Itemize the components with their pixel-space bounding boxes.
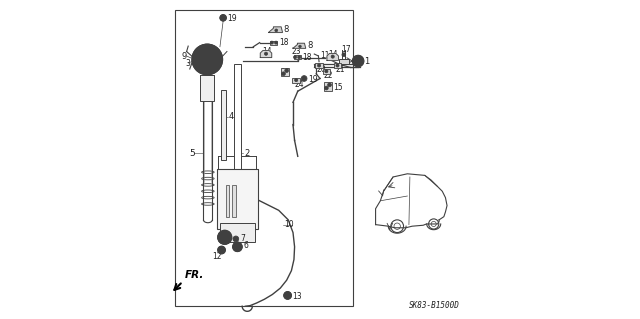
Circle shape	[218, 230, 232, 244]
Text: 1: 1	[364, 56, 370, 65]
Circle shape	[221, 234, 228, 241]
Circle shape	[353, 55, 364, 67]
Circle shape	[275, 41, 278, 44]
Text: 4: 4	[229, 112, 234, 121]
Text: 17: 17	[341, 45, 351, 55]
Text: 13: 13	[292, 292, 301, 300]
Circle shape	[342, 53, 346, 56]
Bar	[294, 55, 301, 59]
Polygon shape	[293, 43, 306, 48]
Text: 6: 6	[243, 241, 248, 250]
Circle shape	[328, 83, 332, 87]
Text: 22: 22	[323, 71, 333, 80]
Bar	[323, 69, 330, 74]
Text: 14: 14	[328, 50, 337, 59]
Text: 9: 9	[182, 52, 187, 61]
Circle shape	[233, 236, 239, 242]
Bar	[175, 10, 353, 306]
Bar	[226, 185, 230, 217]
Circle shape	[324, 86, 328, 90]
Bar	[220, 223, 255, 242]
Circle shape	[294, 78, 298, 82]
Text: 24: 24	[294, 80, 304, 89]
Circle shape	[294, 56, 296, 59]
Text: 12: 12	[212, 252, 222, 261]
Circle shape	[284, 292, 291, 299]
Text: 20: 20	[316, 65, 326, 74]
Text: 3: 3	[185, 59, 190, 68]
Circle shape	[233, 242, 242, 252]
Text: 19: 19	[308, 75, 317, 84]
Bar	[292, 78, 300, 83]
Text: 16: 16	[280, 68, 290, 77]
Bar	[232, 185, 236, 217]
Bar	[281, 68, 289, 76]
Circle shape	[282, 72, 285, 76]
Bar	[217, 169, 258, 229]
Circle shape	[324, 70, 328, 73]
Circle shape	[317, 64, 321, 67]
Circle shape	[264, 52, 268, 55]
Text: 10: 10	[284, 220, 294, 229]
Bar	[316, 63, 323, 68]
Text: 18: 18	[278, 38, 288, 47]
Text: 2: 2	[244, 149, 250, 158]
Text: 8: 8	[284, 26, 289, 34]
Circle shape	[220, 15, 227, 21]
Text: 23: 23	[291, 47, 301, 56]
Text: 15: 15	[333, 83, 342, 92]
Circle shape	[218, 246, 225, 254]
Text: 19: 19	[227, 14, 237, 23]
Polygon shape	[260, 50, 272, 57]
Bar	[200, 75, 214, 101]
Circle shape	[275, 29, 278, 32]
Circle shape	[298, 56, 301, 59]
Polygon shape	[269, 27, 282, 33]
Bar	[221, 90, 226, 160]
Bar	[234, 64, 241, 229]
Bar	[339, 59, 349, 64]
Text: 21: 21	[335, 65, 345, 74]
Circle shape	[285, 69, 289, 72]
Text: 11: 11	[320, 51, 330, 61]
Circle shape	[204, 56, 211, 63]
Circle shape	[270, 41, 273, 44]
Circle shape	[301, 76, 307, 81]
Bar	[333, 63, 341, 68]
Text: FR.: FR.	[185, 270, 204, 279]
Circle shape	[198, 50, 217, 69]
Text: SK83-B1500D: SK83-B1500D	[409, 301, 460, 310]
Circle shape	[331, 55, 334, 58]
Text: 8: 8	[307, 41, 313, 50]
Text: 18: 18	[303, 53, 312, 62]
Text: 7: 7	[240, 234, 245, 243]
Circle shape	[336, 64, 339, 67]
Bar	[324, 82, 332, 91]
Polygon shape	[327, 53, 339, 60]
Bar	[271, 41, 278, 45]
Text: 5: 5	[190, 149, 196, 158]
Text: 14: 14	[262, 47, 272, 56]
Circle shape	[299, 45, 301, 48]
Circle shape	[192, 44, 223, 75]
Circle shape	[356, 58, 361, 63]
